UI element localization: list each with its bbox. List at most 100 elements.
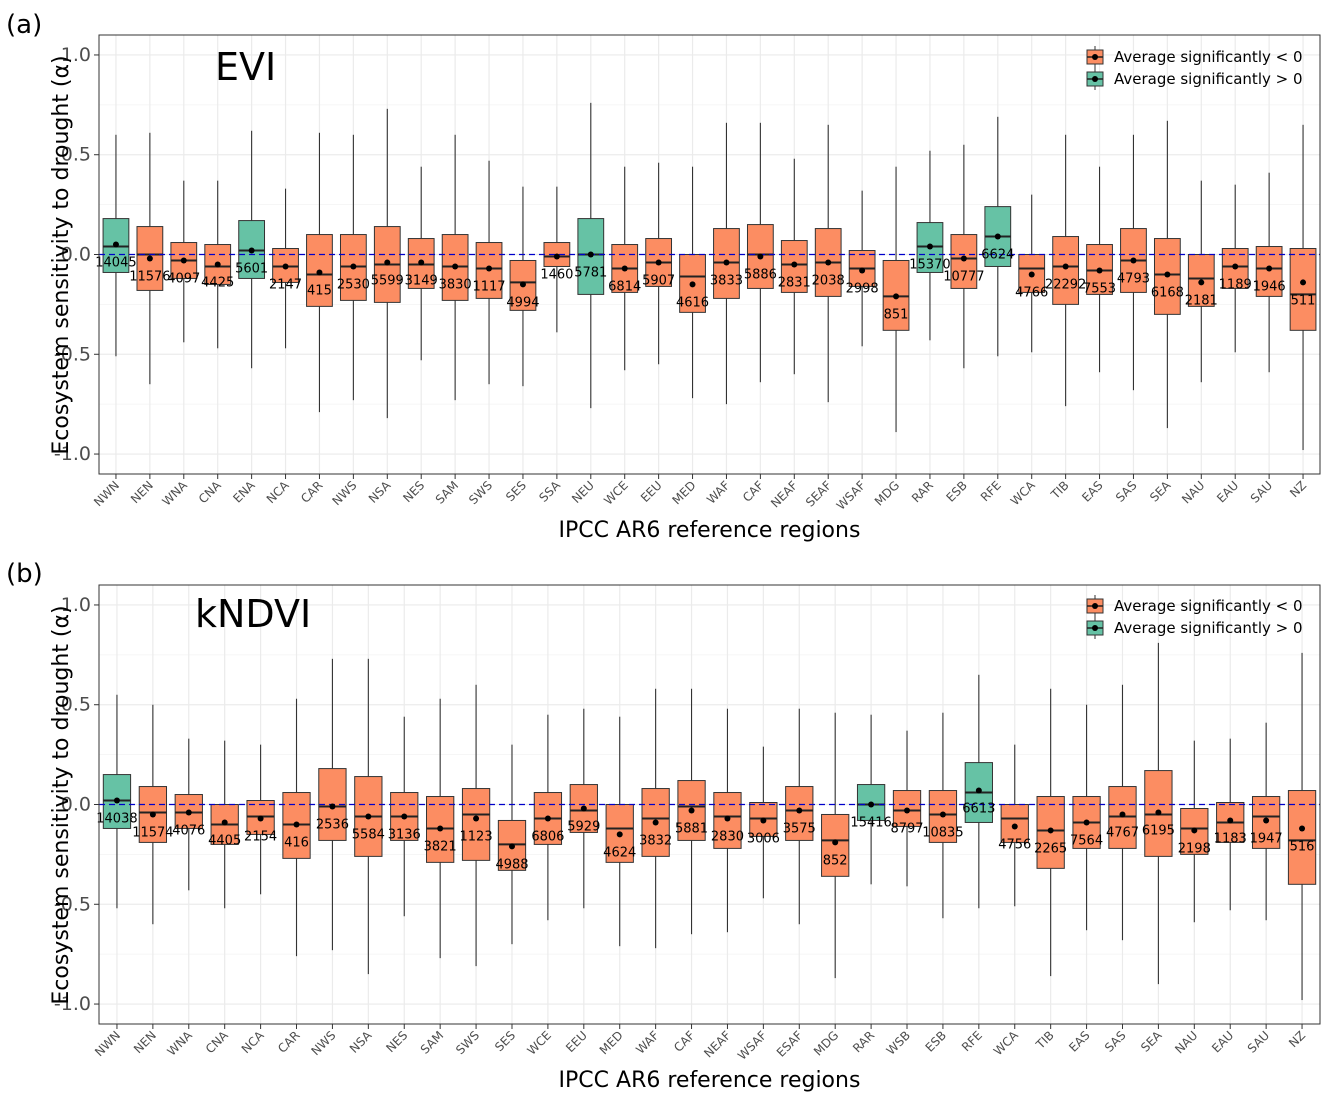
x-tick-label-eeu: EEU: [638, 478, 665, 505]
box-tib: [1052, 134, 1080, 407]
sample-count-nsa: 5599: [371, 273, 404, 288]
sample-count-neaf: 2830: [711, 829, 744, 844]
sample-count-car: 415: [307, 283, 332, 298]
sample-count-nca: 2147: [269, 277, 302, 292]
panel-label: (b): [6, 559, 43, 589]
y-tick-label: -0.5: [54, 343, 91, 365]
mean-point-nen: [149, 811, 156, 818]
legend-item-positive: Average significantly > 0: [1086, 617, 1303, 639]
sample-count-sau: 1947: [1250, 831, 1283, 846]
sample-count-wsb: 8797: [890, 821, 923, 836]
sample-count-sea: 6195: [1142, 823, 1175, 838]
box-esb: [928, 712, 958, 919]
y-tick-label: 0.5: [61, 144, 91, 166]
x-tick-label-waf: WAF: [633, 1028, 662, 1057]
box-body: [679, 254, 706, 313]
x-tick-label-cna: CNA: [203, 1028, 232, 1057]
sample-count-nwn: 14045: [95, 256, 136, 271]
sample-count-nes: 3149: [405, 273, 438, 288]
sample-count-eas: 7564: [1070, 833, 1103, 848]
x-tick-label-car: CAR: [298, 478, 326, 506]
panel-title: kNDVI: [195, 592, 311, 636]
y-axis-title: Ecosystem sensitivity to drought (α): [49, 605, 74, 1004]
mean-point-nws: [329, 803, 336, 810]
sample-count-car: 416: [284, 835, 309, 850]
sample-count-ssa: 1460: [540, 267, 573, 282]
x-axis-title: IPCC AR6 reference regions: [559, 518, 861, 543]
sample-count-nen: 11574: [132, 825, 173, 840]
sample-count-nca: 2154: [244, 829, 277, 844]
sample-count-esb: 10777: [943, 269, 984, 284]
legend-item-positive: Average significantly > 0: [1086, 68, 1303, 90]
mean-point-rfe: [975, 787, 982, 794]
mean-point-nws: [350, 263, 357, 270]
mean-point-nau: [1191, 827, 1198, 834]
mean-point-wsb: [904, 807, 911, 814]
y-tick-label: 1.0: [61, 44, 91, 66]
box-nz: [1289, 124, 1317, 451]
sample-count-ses: 4994: [506, 295, 539, 310]
mean-point-ena: [248, 247, 255, 254]
sample-count-esaf: 3575: [783, 821, 816, 836]
sample-count-cna: 4425: [201, 275, 234, 290]
x-tick-label-rar: RAR: [850, 1028, 877, 1055]
mean-point-eau: [1227, 817, 1234, 824]
x-tick-label-nsa: NSA: [347, 1028, 375, 1056]
x-tick-label-wca: WCA: [991, 1028, 1022, 1059]
mean-point-eas: [1096, 267, 1103, 274]
y-tick-label: -0.5: [54, 893, 91, 915]
sample-count-waf: 3832: [639, 833, 672, 848]
x-tick-label-sws: SWS: [466, 478, 495, 507]
mean-point-car: [293, 821, 300, 828]
mean-point-sau: [1266, 265, 1273, 272]
box-sws: [461, 684, 491, 967]
legend-label: Average significantly > 0: [1114, 619, 1303, 637]
sample-count-sam: 3821: [424, 839, 457, 854]
x-tick-label-wsb: WSB: [884, 1028, 913, 1057]
mean-point-ses: [508, 843, 515, 850]
sample-count-wna: 4097: [167, 271, 200, 286]
x-tick-label-nws: NWS: [329, 478, 359, 508]
x-tick-label-nz: NZ: [1287, 478, 1309, 500]
box-body: [928, 790, 958, 843]
x-tick-label-wna: WNA: [164, 1028, 195, 1059]
x-tick-label-caf: CAF: [671, 1028, 698, 1055]
mean-point-sea: [1164, 271, 1171, 278]
x-tick-label-neaf: NEAF: [701, 1028, 733, 1060]
sample-count-ena: 5601: [235, 262, 268, 277]
sample-count-sau: 1946: [1253, 279, 1286, 294]
box-mdg: [821, 712, 850, 979]
x-tick-label-nca: NCA: [264, 478, 293, 507]
sample-count-rfe: 6613: [962, 802, 995, 817]
sample-count-nws: 2536: [316, 817, 349, 832]
x-tick-label-sea: SEA: [1138, 1028, 1165, 1055]
x-tick-label-neaf: NEAF: [768, 478, 800, 510]
sample-count-nau: 2181: [1185, 293, 1218, 308]
x-tick-label-waf: WAF: [704, 478, 733, 507]
legend-key-point: [1092, 603, 1098, 609]
x-tick-label-sws: SWS: [453, 1028, 482, 1057]
mean-point-nes: [418, 259, 425, 266]
mean-point-waf: [652, 819, 659, 826]
x-tick-label-esaf: ESAF: [774, 1028, 806, 1060]
box-ses: [509, 186, 537, 387]
x-tick-label-nau: NAU: [1179, 478, 1207, 506]
legend-label: Average significantly > 0: [1114, 70, 1303, 88]
legend-key-point: [1092, 76, 1098, 82]
mean-point-sam: [452, 263, 459, 270]
sample-count-cna: 4405: [208, 833, 241, 848]
mean-point-esb: [939, 811, 946, 818]
x-tick-label-tib: TIB: [1048, 478, 1072, 502]
sample-count-tib: 22292: [1045, 277, 1086, 292]
mean-point-neaf: [791, 261, 798, 268]
mean-point-seaf: [825, 259, 832, 266]
x-tick-label-ena: ENA: [230, 478, 258, 506]
mean-point-wca: [1011, 823, 1018, 830]
mean-point-med: [689, 281, 696, 288]
x-tick-label-sea: SEA: [1147, 478, 1174, 505]
mean-point-sas: [1130, 257, 1137, 264]
sample-count-med: 4616: [676, 295, 709, 310]
mean-point-wca: [1028, 271, 1035, 278]
x-tick-label-eas: EAS: [1079, 478, 1105, 504]
